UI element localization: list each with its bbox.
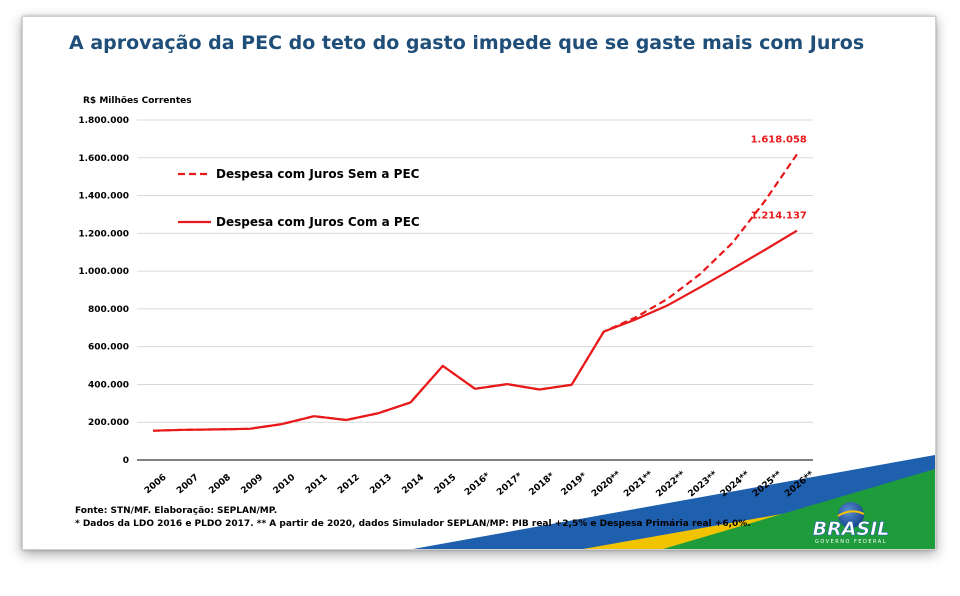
y-axis-unit-layer: R$ Milhões Correntes <box>83 96 192 106</box>
legend-label: Despesa com Juros Sem a PEC <box>216 167 420 181</box>
y-axis-unit-label: R$ Milhões Correntes <box>83 96 192 106</box>
end-value-labels: 1.618.058 1.214.137 <box>751 134 807 221</box>
logo-subtext: GOVERNO FEDERAL <box>815 539 887 545</box>
legend: Despesa com Juros Sem a PEC Despesa com J… <box>178 167 420 229</box>
x-tick-label: 2017* <box>495 471 524 498</box>
x-tick-label: 2008 <box>207 473 233 497</box>
x-tick-label: 2011 <box>304 473 330 497</box>
footer-source: Fonte: STN/MF. Elaboração: SEPLAN/MP. <box>75 506 278 516</box>
y-tick-label: 1.600.000 <box>78 154 129 164</box>
y-tick-label: 200.000 <box>88 418 129 428</box>
y-axis-ticks: 0 200.000 400.000 600.000 800.000 1.000.000 1.… <box>78 116 129 466</box>
gridlines <box>137 119 813 461</box>
logo-text: BRASIL <box>813 518 890 540</box>
footer-note: * Dados da LDO 2016 e PLDO 2017. ** A pa… <box>75 519 751 529</box>
x-tick-label: 2022** <box>654 469 687 499</box>
brasil-logo: BRASIL GOVERNO FEDERAL <box>812 502 890 545</box>
ribbon-green-band-lower <box>723 495 935 549</box>
brand-ribbon <box>413 455 935 549</box>
y-tick-label: 400.000 <box>88 380 129 390</box>
y-tick-label: 1.800.000 <box>78 116 129 126</box>
end-value-label: 1.214.137 <box>751 211 807 222</box>
x-tick-label: 2020** <box>590 469 623 499</box>
x-tick-label: 2010 <box>272 473 298 497</box>
x-tick-label: 2006 <box>143 473 169 497</box>
x-tick-label: 2012 <box>336 473 362 497</box>
series-layer <box>153 153 798 432</box>
globe-band-icon <box>837 510 865 517</box>
x-tick-label: 2009 <box>240 473 266 497</box>
x-tick-label: 2014 <box>401 473 427 497</box>
legend-label: Despesa com Juros Com a PEC <box>216 215 420 229</box>
chart-title: A aprovação da PEC do teto do gasto impe… <box>69 32 865 54</box>
y-tick-label: 1.400.000 <box>78 192 129 202</box>
end-value-label: 1.618.058 <box>751 134 807 145</box>
x-tick-label: 2021** <box>622 469 655 499</box>
line-chart: R$ Milhões Correntes 0 200.000 400.000 600.… <box>78 96 935 549</box>
series-line-com-pec <box>153 229 798 432</box>
x-tick-label: 2007 <box>175 473 201 497</box>
x-axis-ticks: 2006 2007 2008 2009 2010 2011 2012 2013 2014 2015… <box>137 459 816 499</box>
x-tick-label: 2016* <box>463 471 492 498</box>
y-tick-label: 1.000.000 <box>78 267 129 277</box>
x-tick-label: 2013 <box>368 473 394 497</box>
globe-icon <box>838 502 864 528</box>
x-tick-label: 2018* <box>527 471 556 498</box>
y-tick-label: 800.000 <box>88 305 129 315</box>
x-tick-label: 2019* <box>560 471 589 498</box>
slide: A aprovação da PEC do teto do gasto impe… <box>22 16 936 550</box>
y-tick-label: 0 <box>123 456 129 466</box>
y-tick-label: 1.200.000 <box>78 229 129 239</box>
x-tick-label: 2015 <box>433 473 459 497</box>
series-line-sem-pec <box>153 153 798 432</box>
y-tick-label: 600.000 <box>88 343 129 353</box>
